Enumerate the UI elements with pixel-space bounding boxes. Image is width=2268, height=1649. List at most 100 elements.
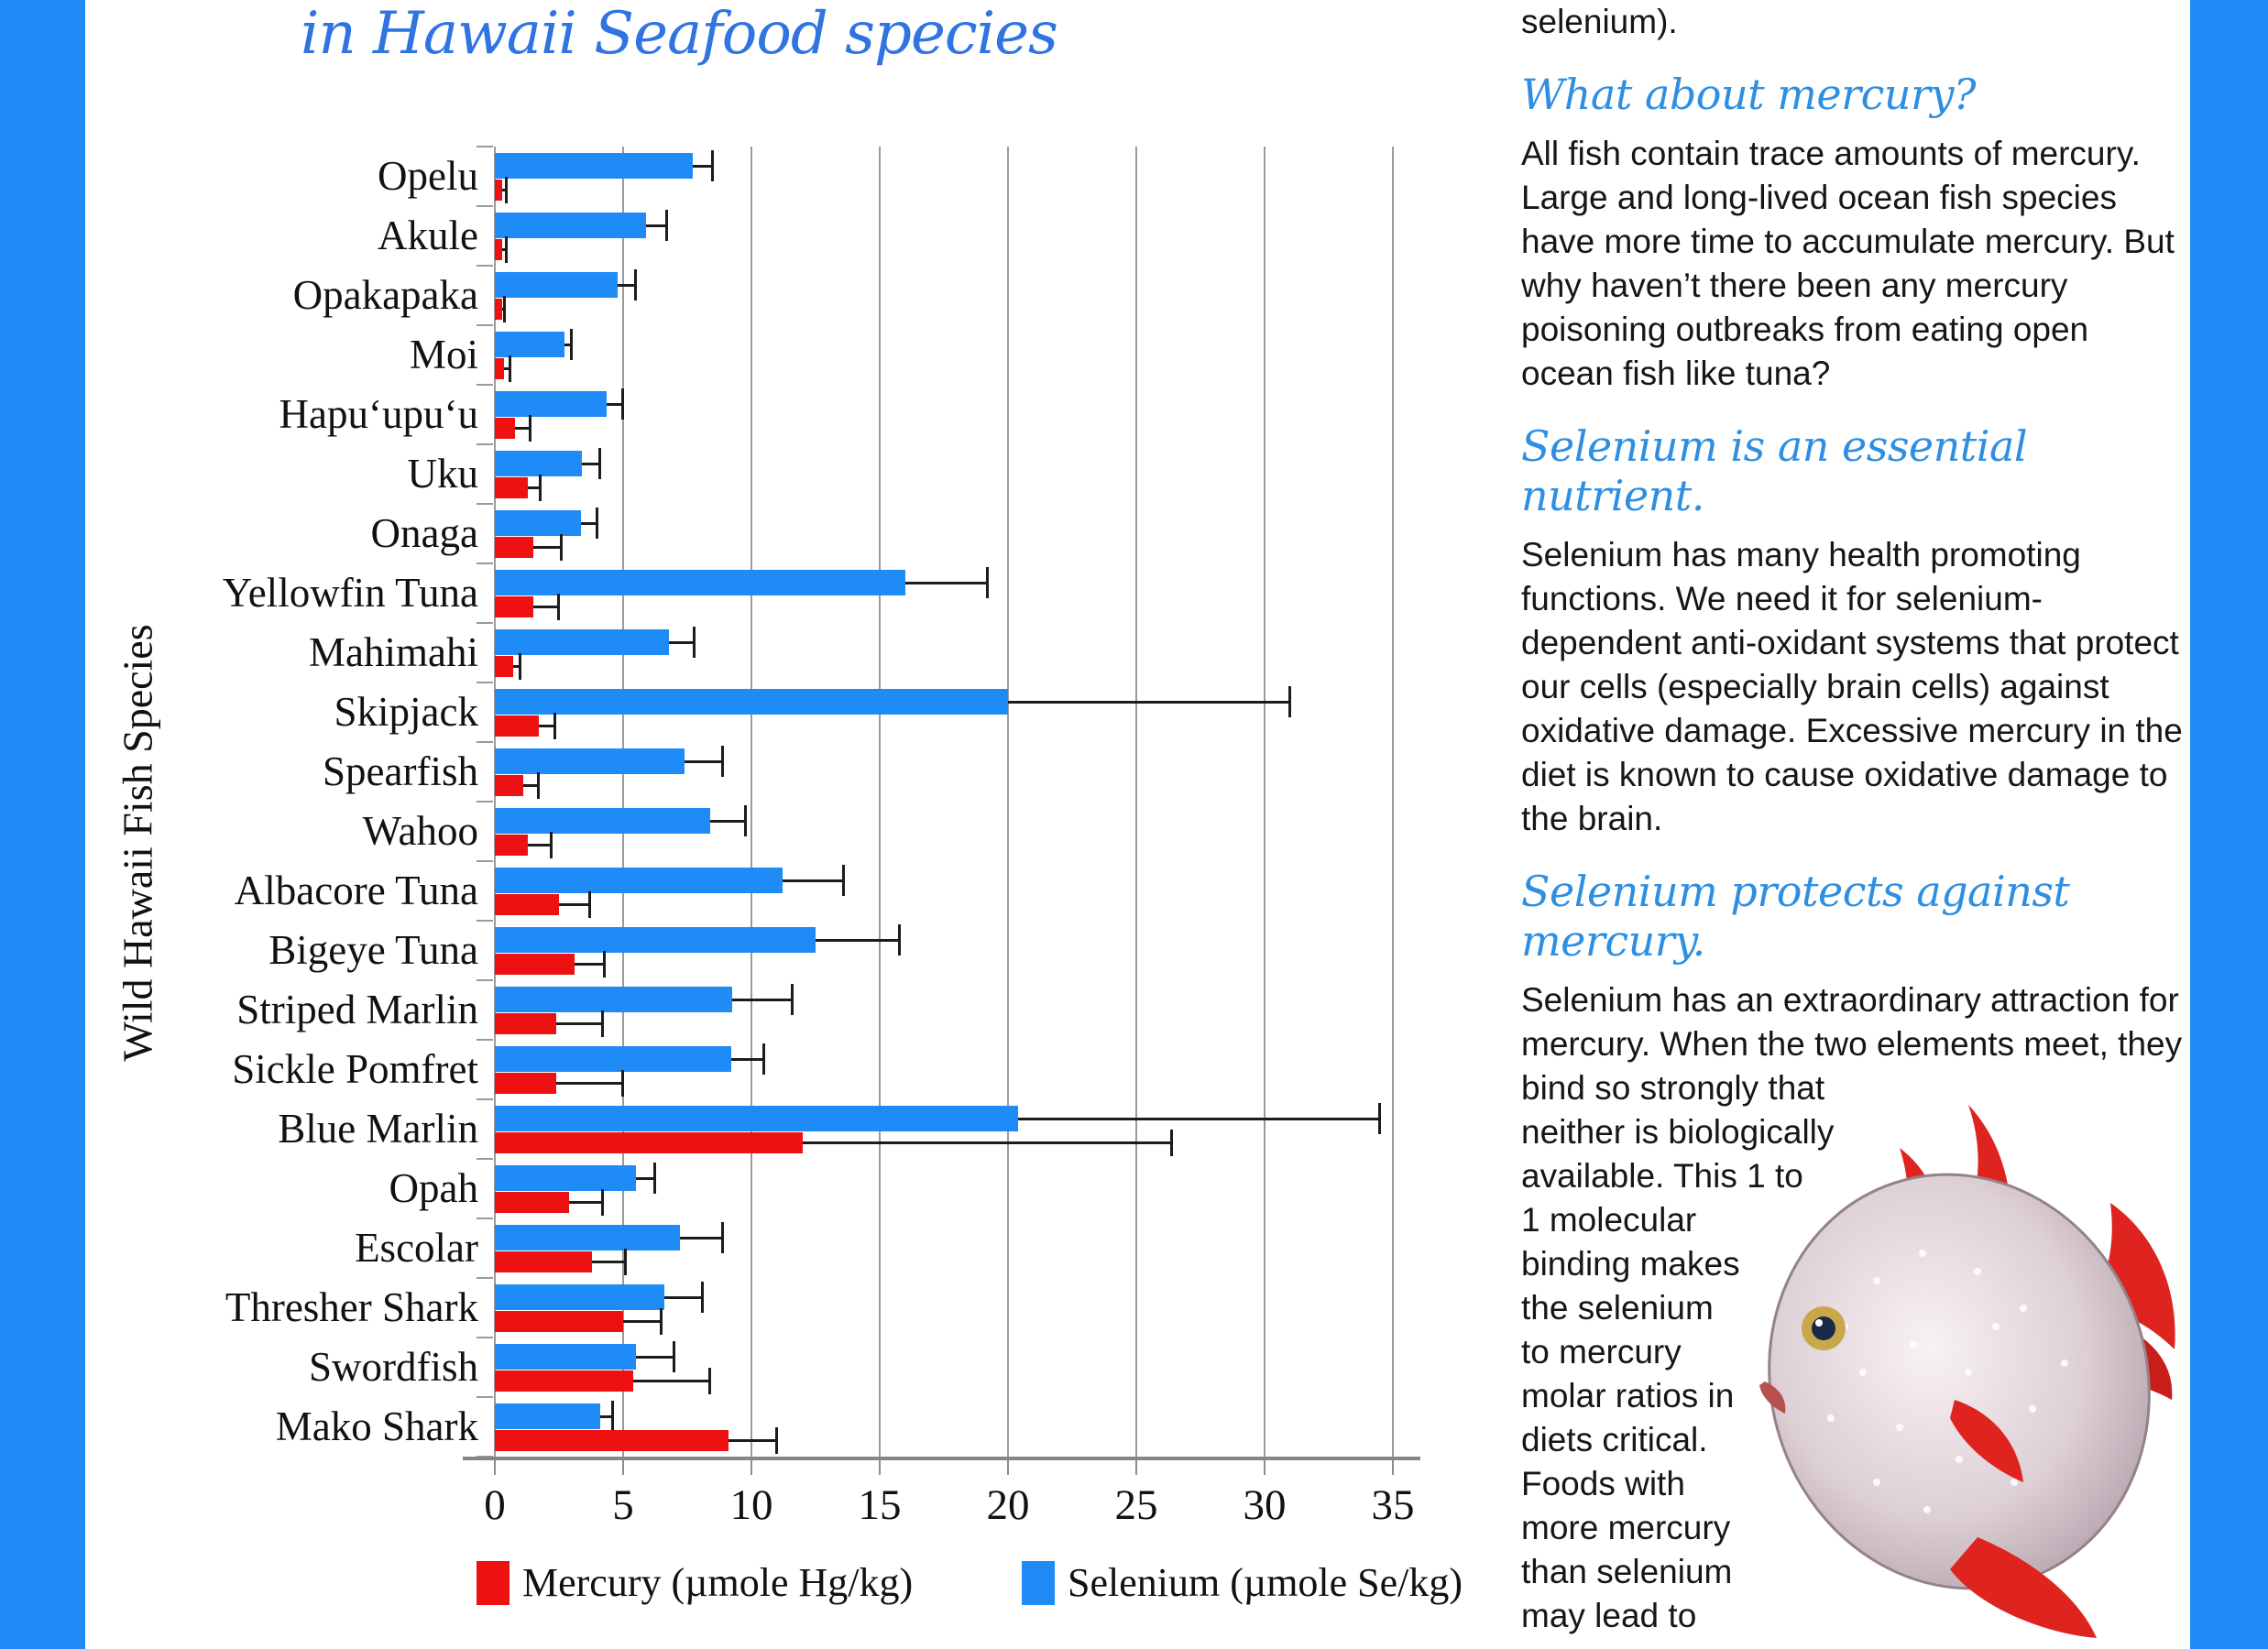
mercury-error-bar-cap: [529, 415, 532, 442]
selenium-bar: [495, 272, 619, 298]
selenium-error-bar: [669, 641, 696, 644]
section-body-protects: Selenium has an extraordinary attraction…: [1521, 978, 2188, 1649]
mercury-bar: [495, 835, 529, 856]
y-tick-mark: [477, 1098, 493, 1100]
opah-fish-graphic: [1693, 1105, 2175, 1638]
mercury-error-bar: [633, 1380, 711, 1382]
selenium-error-bar-cap: [1378, 1103, 1381, 1134]
selenium-error-bar: [685, 760, 724, 763]
selenium-bar: [495, 1165, 636, 1191]
gridline: [751, 147, 752, 1457]
selenium-error-bar: [1008, 701, 1290, 704]
selenium-bar: [495, 570, 905, 595]
selenium-error-bar: [679, 1237, 724, 1239]
mercury-error-bar-cap: [621, 1070, 624, 1097]
selenium-bar: [495, 1284, 664, 1310]
selenium-bar: [495, 808, 711, 834]
selenium-error-bar: [1018, 1118, 1380, 1120]
y-axis-ticks: [477, 146, 495, 1460]
selenium-error-bar-cap: [693, 627, 696, 658]
selenium-bar: [495, 1225, 680, 1250]
gridline: [1392, 147, 1394, 1457]
selenium-bar: [495, 1106, 1019, 1131]
mercury-error-bar: [574, 963, 606, 966]
x-tick-label: 5: [612, 1481, 634, 1529]
selenium-bar: [495, 927, 816, 953]
mercury-bar: [495, 954, 575, 975]
species-label: Mako Shark: [275, 1403, 478, 1449]
selenium-error-bar-cap: [841, 865, 845, 896]
gridline: [494, 147, 496, 1457]
selenium-swatch-icon: [1022, 1560, 1055, 1605]
mercury-bar: [495, 537, 533, 558]
selenium-error-bar-cap: [898, 924, 902, 956]
selenium-error-bar: [663, 1296, 703, 1299]
selenium-bar: [495, 1046, 731, 1072]
mercury-bar: [495, 1132, 803, 1153]
bar-chart-plot-area: [494, 147, 1394, 1457]
sidebar-text-column: selenium). What about mercury? All fish …: [1521, 0, 2188, 1649]
selenium-bar: [495, 987, 732, 1012]
selenium-bar: [495, 1344, 636, 1370]
gridline: [1264, 147, 1265, 1457]
right-blue-band: [2190, 0, 2268, 1649]
selenium-bar: [495, 153, 693, 179]
species-label: Skipjack: [334, 689, 478, 735]
mercury-error-bar-cap: [587, 891, 591, 918]
mercury-error-bar-cap: [775, 1427, 778, 1454]
mercury-bar: [495, 299, 502, 320]
x-tick-label: 30: [1243, 1481, 1287, 1529]
selenium-error-bar: [905, 582, 988, 584]
y-tick-mark: [477, 1337, 493, 1338]
x-axis-tick-labels: 0 5 10 15 20 25 30 35: [484, 1480, 1448, 1535]
mercury-error-bar-cap: [1170, 1130, 1174, 1156]
selenium-error-bar-cap: [1288, 686, 1291, 717]
selenium-error-bar-cap: [596, 508, 598, 539]
mercury-error-bar-cap: [503, 296, 507, 322]
section-heading-protects: Selenium protects against mercury.: [1521, 867, 2070, 966]
x-tick-mark: [1007, 1460, 1009, 1475]
mercury-error-bar-cap: [600, 1010, 604, 1037]
mercury-bar: [495, 358, 505, 379]
mercury-bar: [495, 477, 529, 498]
mercury-error-bar: [728, 1439, 777, 1442]
y-tick-mark: [477, 146, 493, 147]
mercury-error-bar: [556, 1022, 603, 1025]
mercury-error-bar-cap: [504, 236, 508, 263]
selenium-bar: [495, 1403, 600, 1429]
species-label: Swordfish: [308, 1344, 478, 1390]
mercury-bar: [495, 418, 516, 439]
y-tick-mark: [477, 1218, 493, 1219]
selenium-error-bar-cap: [610, 1401, 614, 1432]
selenium-bar: [495, 451, 583, 476]
legend-label-selenium: Selenium (µmole Se/kg): [1068, 1560, 1463, 1605]
mercury-error-bar-cap: [708, 1368, 712, 1394]
selenium-error-bar-cap: [700, 1282, 704, 1313]
mercury-error-bar-cap: [559, 534, 563, 561]
y-tick-mark: [477, 562, 493, 564]
mercury-bar: [495, 180, 503, 201]
selenium-error-bar: [710, 820, 747, 823]
y-tick-mark: [477, 801, 493, 803]
y-tick-mark: [477, 384, 493, 386]
mercury-error-bar: [803, 1141, 1173, 1144]
section-heading-nutrient: Selenium is an essential nutrient.: [1521, 421, 2028, 520]
species-label: Escolar: [355, 1225, 478, 1271]
selenium-error-bar-cap: [621, 388, 624, 420]
y-tick-mark: [477, 682, 493, 683]
y-tick-mark: [477, 622, 493, 624]
mercury-error-bar: [512, 665, 520, 668]
mercury-error-bar: [502, 248, 507, 251]
species-label: Wahoo: [362, 808, 478, 854]
left-blue-band: [0, 0, 85, 1649]
species-label: Yellowfin Tuna: [222, 570, 478, 616]
x-tick-label: 20: [986, 1481, 1030, 1529]
mercury-error-bar-cap: [519, 653, 521, 680]
mercury-bar: [495, 596, 533, 617]
legend: Mercury (µmole Hg/kg) Selenium (µmole Se…: [477, 1559, 1759, 1623]
mercury-error-bar-cap: [539, 475, 542, 501]
y-tick-mark: [477, 979, 493, 981]
legend-item-mercury: Mercury (µmole Hg/kg): [477, 1559, 913, 1606]
selenium-bar: [495, 391, 607, 417]
y-tick-mark: [477, 265, 493, 267]
